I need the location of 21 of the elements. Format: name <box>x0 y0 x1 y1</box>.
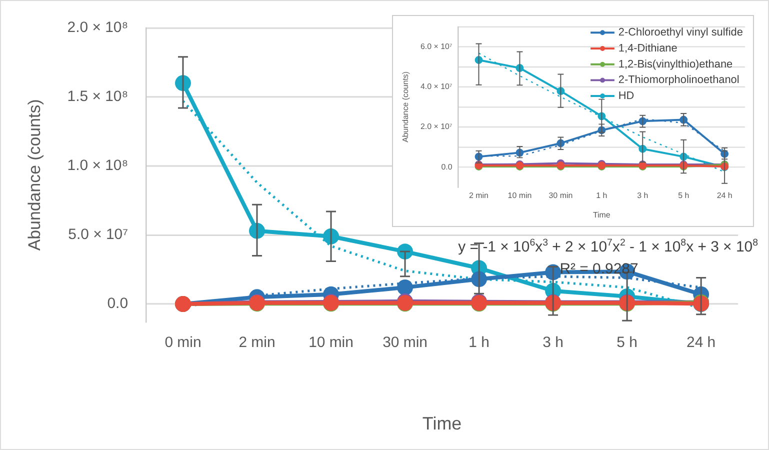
y-axis-title: Abundance (counts) <box>24 99 44 251</box>
y-tick-label: 1.0 × 10⁸ <box>67 157 128 174</box>
x-axis-title: Time <box>422 413 462 434</box>
x-tick-label: 2 min <box>238 334 276 351</box>
legend-label: 2-Thiomorpholinoethanol <box>618 74 740 86</box>
x-tick-label: 0 min <box>164 334 202 351</box>
y-tick-label: 2.0 × 10⁸ <box>67 19 128 36</box>
legend-label: 1,4-Dithiane <box>618 42 678 54</box>
x-tick-label: 30 min <box>382 334 428 351</box>
x-tick-label: 10 min <box>308 334 354 351</box>
x-tick-label: 3 h <box>542 334 564 351</box>
y-tick-label: 1.5 × 10⁸ <box>67 88 128 106</box>
legend-label: 2-Chloroethyl vinyl sulfide <box>618 26 743 39</box>
x-tick-label: 1 h <box>468 334 490 351</box>
x-tick-label: 5 h <box>616 334 638 351</box>
x-tick-label: 24 h <box>686 334 716 351</box>
y-tick-label: 5.0 × 10⁷ <box>68 226 128 244</box>
legend-label: HD <box>618 90 634 102</box>
y-tick-label: 0.0 <box>107 295 128 312</box>
legend-label: 1,2-Bis(vinylthio)ethane <box>618 58 733 70</box>
y-axis-title: Abundance (counts) <box>400 71 410 142</box>
